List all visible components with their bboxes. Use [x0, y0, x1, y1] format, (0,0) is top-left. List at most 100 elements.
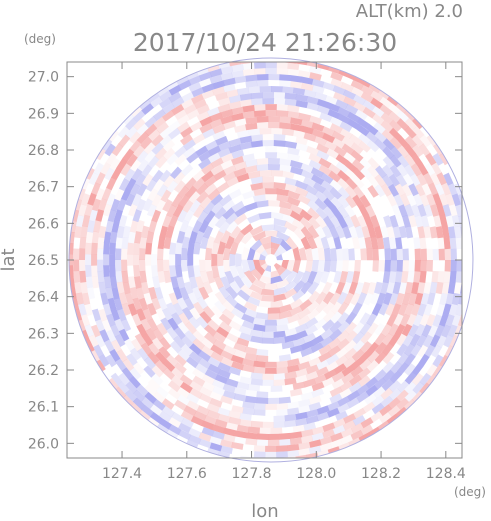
radar-cell [160, 317, 172, 331]
radar-cell [333, 270, 342, 284]
radar-cell [284, 140, 298, 149]
radar-cell [350, 292, 361, 306]
radar-cell [243, 301, 258, 312]
radar-cell [308, 357, 322, 367]
radar-cell [360, 91, 374, 103]
radar-cell [295, 454, 308, 458]
radar-cell [196, 405, 210, 416]
radar-cell [186, 72, 199, 81]
radar-cell [175, 242, 183, 255]
radar-cell [202, 128, 216, 139]
radar-cell [236, 381, 250, 390]
radar-cell [222, 427, 236, 437]
radar-cell [429, 226, 438, 239]
radar-cell [300, 226, 313, 240]
radar-cell [402, 173, 414, 187]
radar-cell [316, 366, 329, 377]
radar-cell [110, 198, 121, 212]
radar-cell [329, 260, 337, 273]
radar-cell [436, 203, 446, 217]
radar-cell [439, 153, 449, 166]
radar-cell [109, 276, 118, 289]
radar-cell [415, 183, 426, 197]
radar-cell [350, 422, 364, 434]
radar-cell [332, 418, 346, 429]
radar-cell [110, 324, 121, 337]
radar-cell [345, 270, 355, 284]
radar-cell [173, 180, 186, 193]
radar-cell [214, 419, 228, 429]
radar-cell [439, 355, 449, 367]
radar-cell [189, 199, 201, 213]
radar-cell [381, 378, 394, 391]
radar-cell [395, 237, 403, 250]
radar-cell [262, 92, 274, 99]
radar-cell [310, 342, 324, 353]
radar-cell [265, 62, 277, 69]
radar-cell [327, 345, 341, 357]
radar-cell [101, 187, 112, 201]
radar-cell [129, 183, 141, 197]
radar-cell [162, 175, 175, 188]
radar-cell [239, 135, 253, 144]
radar-cell [297, 315, 311, 326]
radar-cell [265, 188, 278, 195]
radar-cell [273, 330, 286, 338]
radar-cell [238, 325, 252, 336]
radar-cell [284, 377, 297, 386]
radar-cell [413, 237, 421, 250]
radar-cell [111, 143, 124, 157]
radar-cell [432, 193, 443, 206]
radar-cell [111, 287, 120, 300]
radar-cell [183, 297, 195, 311]
radar-cell [271, 86, 283, 93]
radar-cell [427, 292, 436, 306]
radar-cell [149, 411, 163, 424]
y-axis: 26.026.126.226.326.426.526.626.726.826.9… [28, 70, 462, 452]
radar-cell [359, 312, 371, 326]
radar-cell [333, 236, 342, 250]
radar-cell [329, 386, 343, 397]
radar-cell [253, 409, 266, 416]
radar-cell [197, 350, 211, 362]
radar-cell [314, 318, 328, 330]
radar-cell [364, 236, 373, 250]
radar-cell [426, 363, 438, 377]
radar-cell [307, 300, 320, 313]
radar-cell [234, 302, 248, 314]
radar-cell [345, 330, 358, 343]
radar-cell [370, 411, 383, 423]
radar-cell [121, 259, 128, 272]
radar-cell [143, 356, 156, 370]
radar-cell [408, 324, 419, 337]
radar-cell [212, 430, 225, 440]
radar-cell [344, 160, 358, 173]
radar-cell [166, 204, 177, 218]
radar-cell [273, 373, 286, 380]
radar-cell [352, 158, 365, 172]
radar-cell [404, 110, 415, 122]
radar-cell [314, 190, 328, 203]
y-unit-label: (deg) [24, 32, 56, 46]
radar-cell [290, 344, 303, 354]
radar-cell [292, 381, 306, 390]
radar-cell [186, 151, 199, 164]
radar-cell [117, 198, 127, 212]
radar-cell [279, 432, 291, 440]
radar-cell [422, 334, 434, 348]
radar-cell [242, 104, 255, 113]
radar-cell [404, 371, 417, 385]
radar-cell [188, 316, 201, 329]
radar-cell [406, 313, 417, 327]
radar-cell [365, 376, 379, 389]
radar-cell [85, 265, 92, 277]
radar-cell [284, 280, 298, 293]
radar-cell [329, 187, 343, 200]
radar-cell [321, 319, 335, 332]
radar-cell [155, 351, 168, 364]
radar-cell [450, 260, 457, 272]
radar-cell [332, 137, 346, 149]
radar-center [265, 255, 276, 265]
radar-cell [80, 281, 88, 294]
radar-cell [350, 358, 364, 371]
